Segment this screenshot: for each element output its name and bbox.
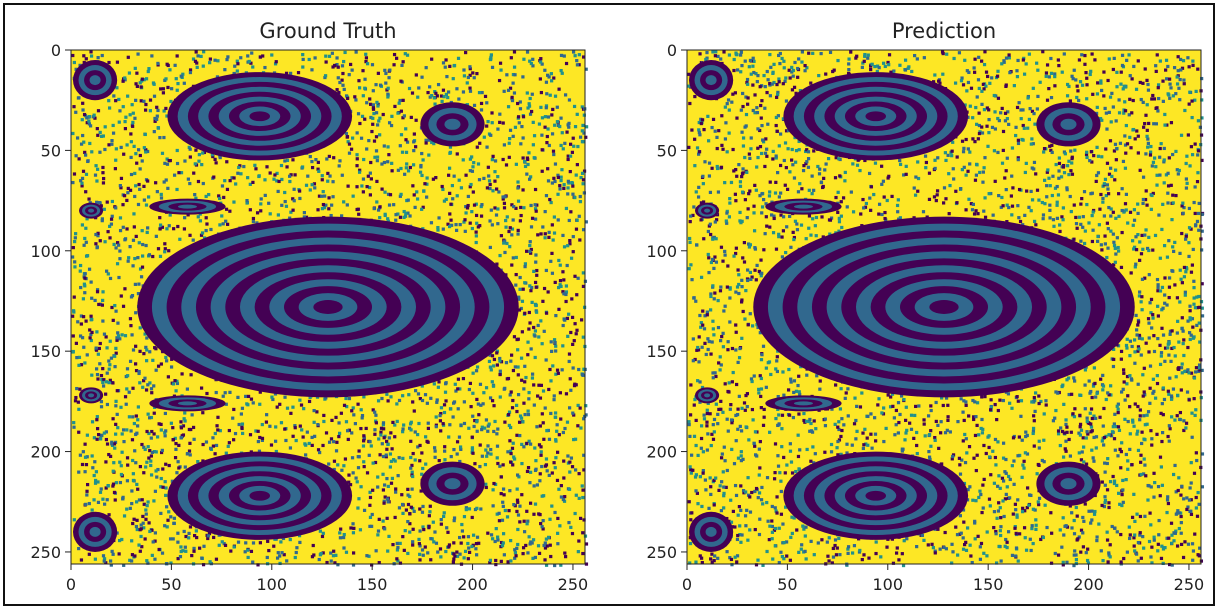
resonance-island bbox=[1036, 102, 1101, 147]
central-island bbox=[753, 216, 1135, 398]
ground-truth-panel: Ground Truth 0 50 100 150 200 250 0 50 100 150 200… bbox=[5, 5, 611, 604]
y-tick-label: 200 bbox=[646, 443, 677, 462]
panel-title: Ground Truth bbox=[259, 19, 397, 43]
prediction-panel: Prediction 0 50 100 150 200 250 0 50 100 150 200 25… bbox=[5, 5, 1213, 604]
x-tick-label: 50 bbox=[161, 575, 181, 594]
resonance-island bbox=[689, 511, 734, 552]
y-tick-label: 100 bbox=[646, 242, 677, 261]
x-tick-label: 0 bbox=[66, 575, 76, 594]
y-tick-label: 200 bbox=[30, 443, 61, 462]
x-tick-label: 250 bbox=[558, 575, 589, 594]
central-island bbox=[137, 216, 519, 398]
y-tick-label: 150 bbox=[646, 342, 677, 361]
panel-title: Prediction bbox=[891, 19, 997, 43]
resonance-island bbox=[73, 511, 118, 552]
resonance-island bbox=[783, 451, 969, 540]
x-tick-label: 0 bbox=[682, 575, 692, 594]
figure-frame: Ground Truth 0 50 100 150 200 250 0 50 100 150 200… bbox=[3, 3, 1215, 606]
x-tick-label: 50 bbox=[777, 575, 797, 594]
axes-frame bbox=[70, 49, 586, 565]
resonance-island bbox=[167, 451, 353, 540]
resonance-island bbox=[167, 72, 353, 161]
ground-truth-heatmap: 0 50 100 150 200 250 0 50 100 150 200 250 bbox=[30, 41, 589, 594]
y-tick-label: 250 bbox=[30, 543, 61, 562]
resonance-island bbox=[149, 198, 226, 215]
resonance-island bbox=[689, 60, 734, 101]
resonance-island bbox=[420, 461, 485, 506]
resonance-island bbox=[765, 198, 842, 215]
y-tick-label: 50 bbox=[41, 141, 61, 160]
x-tick-label: 100 bbox=[257, 575, 288, 594]
x-tick-label: 200 bbox=[457, 575, 488, 594]
resonance-island bbox=[79, 387, 104, 404]
resonance-island bbox=[420, 102, 485, 147]
y-tick-label: 0 bbox=[51, 41, 61, 60]
resonance-island bbox=[695, 387, 720, 404]
x-tick-label: 150 bbox=[357, 575, 388, 594]
resonance-island bbox=[79, 202, 104, 219]
y-tick-label: 250 bbox=[646, 543, 677, 562]
y-tick-label: 100 bbox=[30, 242, 61, 261]
y-tick-label: 50 bbox=[657, 141, 677, 160]
prediction-heatmap: 0 50 100 150 200 250 0 50 100 150 200 250 bbox=[646, 41, 1205, 594]
resonance-island bbox=[783, 72, 969, 161]
x-tick-label: 100 bbox=[873, 575, 904, 594]
x-tick-label: 250 bbox=[1174, 575, 1205, 594]
resonance-island bbox=[765, 395, 842, 412]
resonance-island bbox=[149, 395, 226, 412]
resonance-island bbox=[73, 60, 118, 101]
x-tick-label: 150 bbox=[973, 575, 1004, 594]
y-tick-label: 150 bbox=[30, 342, 61, 361]
y-tick-label: 0 bbox=[667, 41, 677, 60]
resonance-island bbox=[1036, 461, 1101, 506]
axes-frame bbox=[686, 49, 1202, 565]
resonance-island bbox=[695, 202, 720, 219]
x-tick-label: 200 bbox=[1073, 575, 1104, 594]
